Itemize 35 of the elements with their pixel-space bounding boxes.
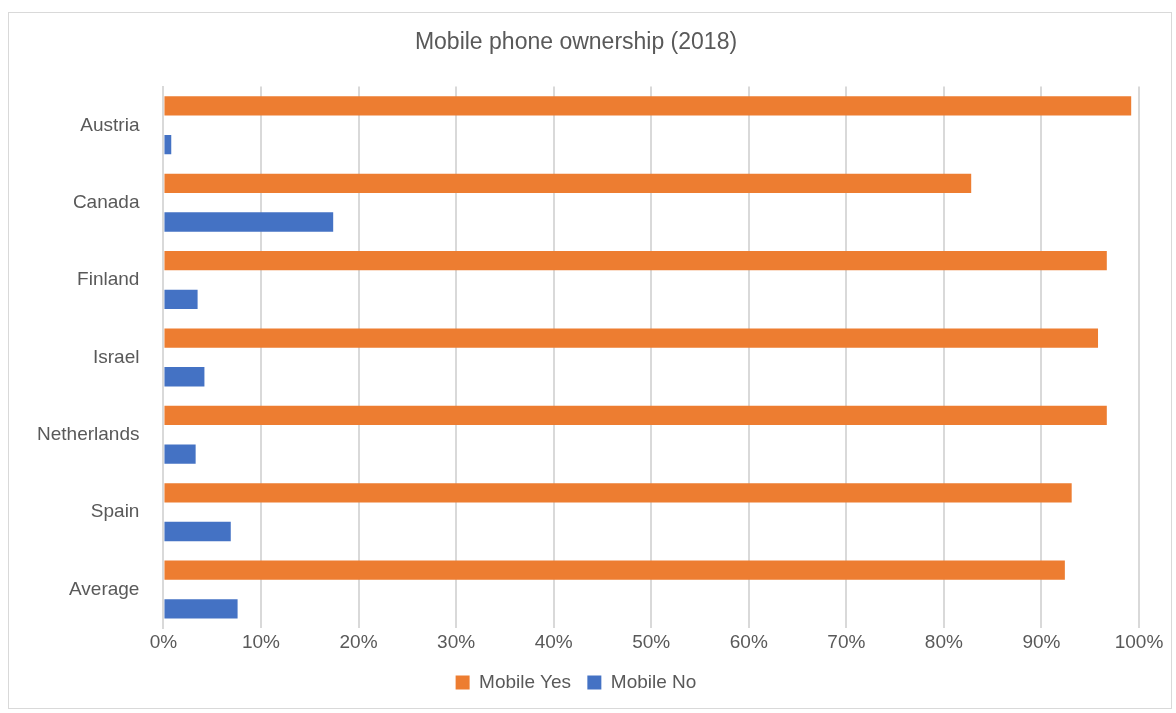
bar — [164, 405, 1107, 426]
bar — [164, 96, 1132, 116]
x-tick-label: 20% — [339, 630, 378, 652]
x-tick-label: 50% — [632, 630, 671, 652]
legend-label: Mobile Yes — [479, 670, 572, 692]
y-tick-label: Average — [69, 577, 140, 599]
bar — [164, 328, 1099, 348]
bar — [164, 212, 334, 232]
y-tick-label: Finland — [77, 268, 140, 290]
x-tick-label: 100% — [1114, 630, 1164, 652]
x-tick-label: 70% — [827, 630, 866, 652]
bar — [164, 444, 196, 464]
y-tick-label: Netherlands — [37, 423, 140, 445]
y-tick-label: Israel — [92, 345, 140, 367]
legend-label: Mobile No — [610, 670, 697, 692]
bar — [164, 483, 1072, 503]
bar — [164, 560, 1065, 580]
x-tick-label: 0% — [149, 630, 178, 652]
bar — [164, 521, 231, 542]
y-tick-label: Spain — [90, 500, 140, 522]
y-tick-label: Canada — [72, 190, 140, 212]
bar — [164, 289, 198, 310]
x-tick-label: 60% — [729, 630, 768, 652]
bar — [164, 251, 1107, 271]
chart-title: Mobile phone ownership (2018) — [414, 28, 738, 55]
bar — [164, 367, 205, 387]
x-tick-label: 80% — [924, 630, 964, 652]
x-tick-label: 90% — [1022, 630, 1061, 652]
x-tick-label: 30% — [437, 630, 476, 652]
x-tick-label: 10% — [241, 630, 281, 652]
bar — [164, 134, 172, 155]
y-tick-label: Austria — [80, 113, 140, 135]
bar — [164, 599, 238, 619]
x-tick-label: 40% — [534, 630, 573, 652]
bar — [164, 173, 972, 193]
